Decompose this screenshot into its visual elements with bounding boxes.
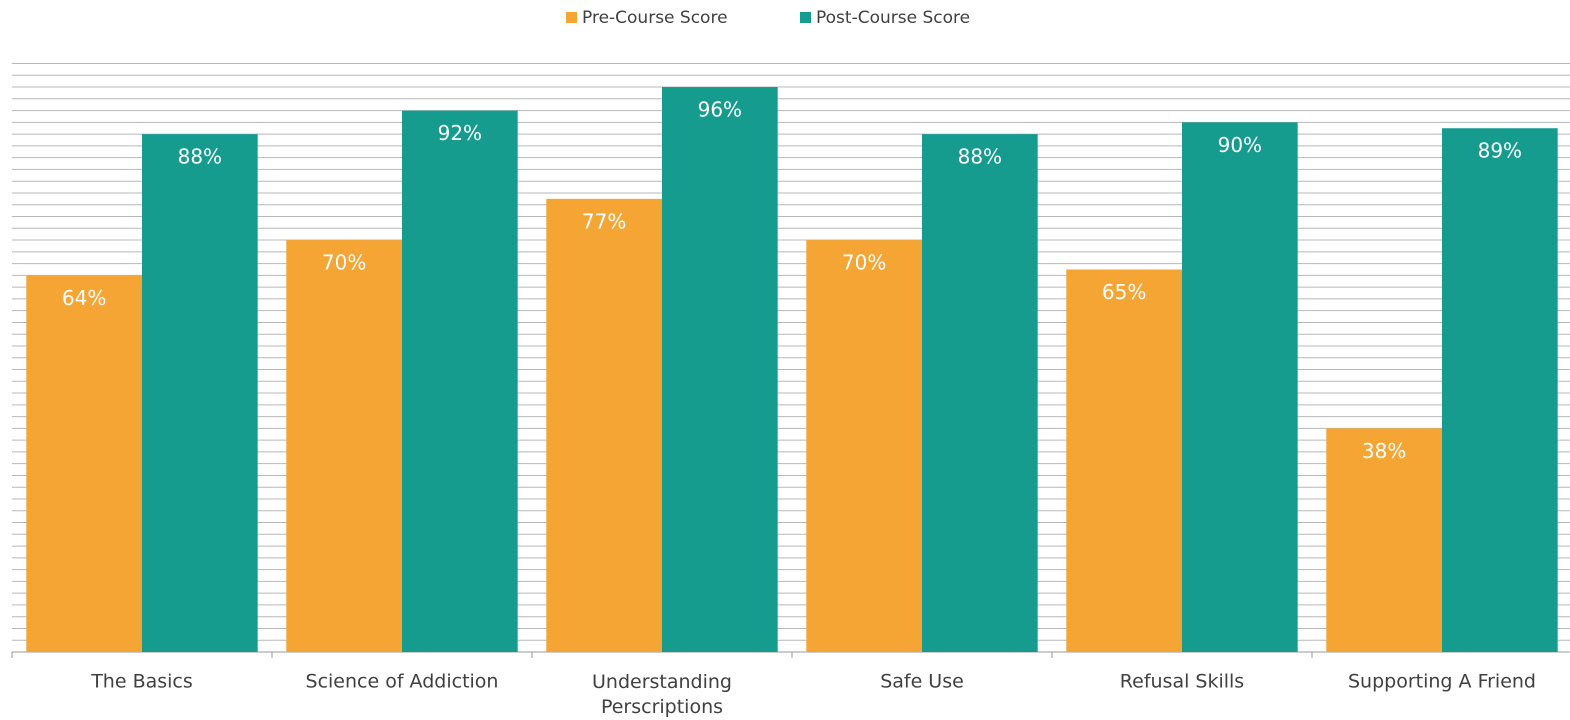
x-tick-label: Refusal Skills [1120, 671, 1244, 693]
x-tick-label: Science of Addiction [306, 671, 499, 693]
data-label: 88% [958, 145, 1002, 169]
data-label: 65% [1102, 280, 1146, 304]
legend-swatch [566, 12, 577, 23]
x-tick-label: Safe Use [880, 671, 964, 693]
x-tick-label: Supporting A Friend [1348, 671, 1536, 693]
bar [1442, 128, 1558, 653]
bar [546, 198, 662, 653]
data-label: 64% [62, 286, 106, 310]
bar [1326, 428, 1442, 652]
data-label: 90% [1218, 133, 1262, 157]
data-label: 89% [1478, 139, 1522, 163]
legend-label: Pre-Course Score [582, 8, 728, 28]
data-label: 38% [1362, 439, 1406, 463]
bar [286, 240, 402, 653]
data-label: 88% [178, 145, 222, 169]
data-label: 96% [698, 98, 742, 122]
bar [1066, 269, 1182, 652]
legend-swatch [800, 12, 811, 23]
bar [662, 87, 778, 653]
bar [806, 240, 922, 653]
bar [26, 275, 142, 652]
x-tick-label: Understanding Perscriptions [592, 671, 732, 718]
legend-label: Post-Course Score [816, 8, 970, 28]
x-tick-label: The Basics [90, 671, 193, 693]
data-label: 70% [322, 251, 366, 275]
bar [922, 134, 1038, 652]
bar [402, 110, 518, 652]
data-label: 70% [842, 251, 886, 275]
data-label: 92% [438, 121, 482, 145]
bar [142, 134, 258, 652]
bar [1182, 122, 1298, 653]
data-label: 77% [582, 209, 626, 233]
